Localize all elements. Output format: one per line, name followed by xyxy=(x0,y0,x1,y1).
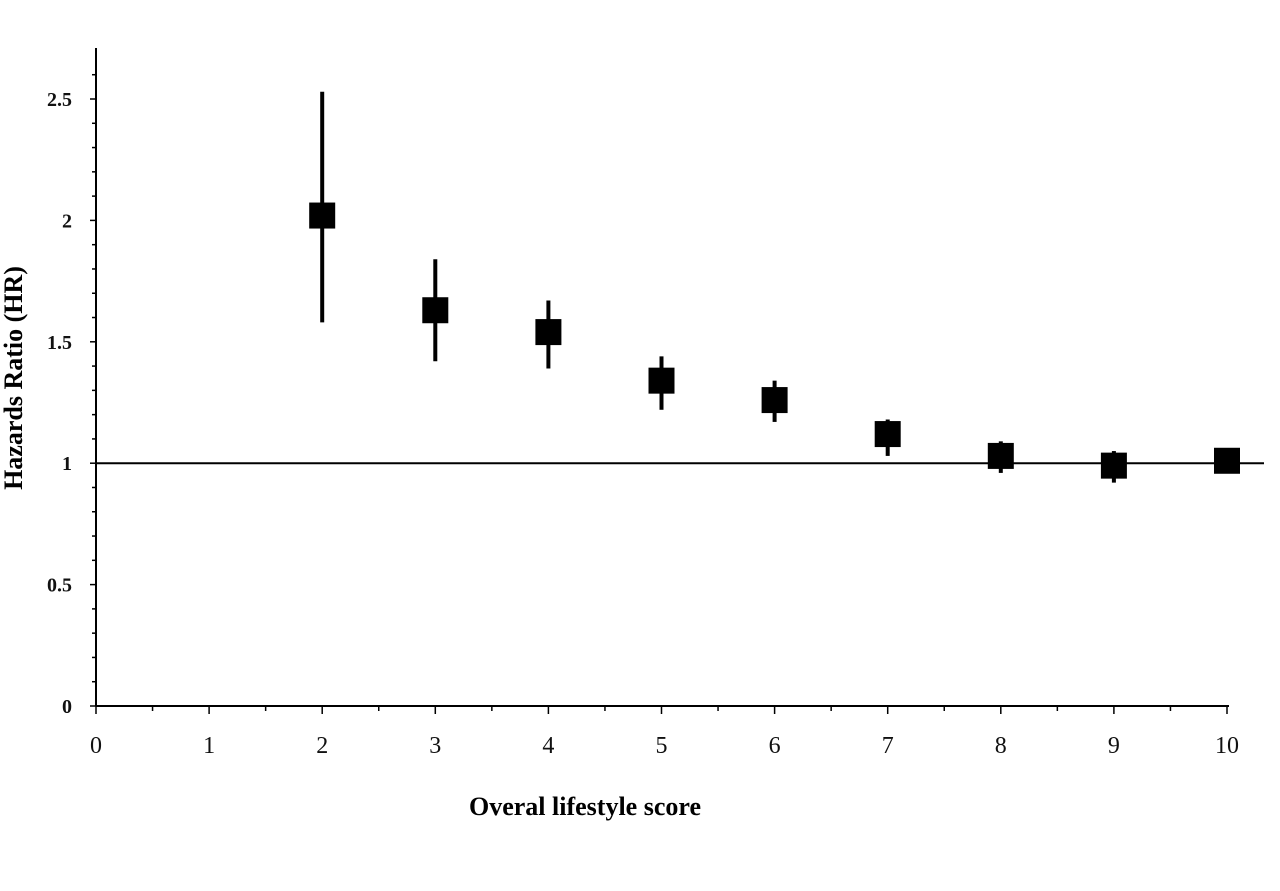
x-tick-label: 2 xyxy=(316,733,328,759)
ticks-layer xyxy=(90,73,1228,714)
x-tick-label: 9 xyxy=(1108,733,1120,759)
hazard-ratio-point xyxy=(987,442,1014,469)
data-points-layer xyxy=(309,91,1240,483)
x-tick-label: 5 xyxy=(656,733,668,759)
x-tick-label: 7 xyxy=(882,733,894,759)
axes-layer xyxy=(95,48,1229,707)
x-tick-label: 3 xyxy=(429,733,441,759)
x-tick-label: 8 xyxy=(995,733,1007,759)
y-tick-label: 1 xyxy=(62,453,72,475)
x-tick-label: 10 xyxy=(1215,733,1239,759)
hazard-ratio-point xyxy=(874,421,901,448)
y-tick-label: 1.5 xyxy=(47,332,72,354)
x-tick-label: 0 xyxy=(90,733,102,759)
x-axis-title: Overal lifestyle score xyxy=(469,792,701,821)
y-tick-label: 2.5 xyxy=(47,89,72,111)
x-tick-label: 6 xyxy=(769,733,781,759)
hazard-ratio-point xyxy=(648,367,675,394)
hazard-ratio-point xyxy=(535,319,562,346)
y-axis-title: Hazards Ratio (HR) xyxy=(0,266,28,490)
x-tick-label: 4 xyxy=(542,733,554,759)
y-tick-label: 2 xyxy=(62,210,72,232)
hazard-ratio-point xyxy=(761,387,788,414)
hazard-ratio-point xyxy=(422,297,449,324)
x-tick-label: 1 xyxy=(203,733,215,759)
tick-labels-layer: 0 0.5 1 1.5 2 2.5 0 1 2 3 4 5 6 7 8 9 10 xyxy=(47,89,1239,759)
hazard-ratio-point xyxy=(1100,452,1127,479)
hazard-ratio-point xyxy=(1214,447,1240,474)
y-tick-label: 0.5 xyxy=(47,575,72,597)
y-tick-label: 0 xyxy=(62,696,72,718)
hazard-ratio-point xyxy=(309,202,336,229)
